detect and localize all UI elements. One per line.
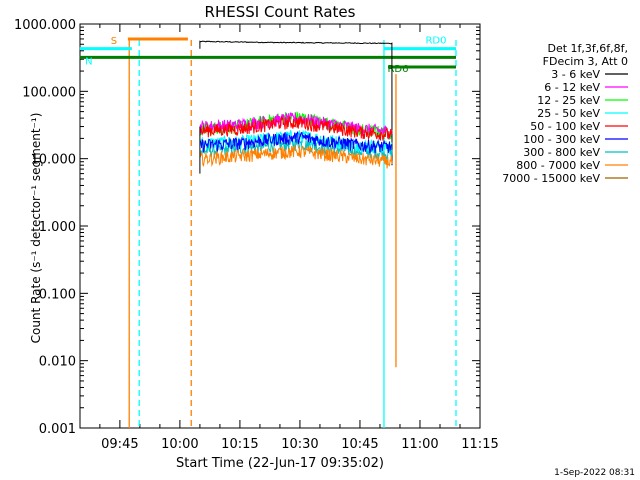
chart-title: RHESSI Count Rates [205,3,356,21]
y-tick-label: 100.000 [22,85,76,100]
legend-header-line-2: FDecim 3, Att 0 [543,55,628,68]
plot-area: 0.001 0.010 0.100 1.000 10.000 100.000 1000.00… [14,18,499,452]
y-tick-label: 0.100 [39,287,76,302]
x-tick-label: 10:00 [161,437,198,452]
x-tick-label: 11:15 [461,437,498,452]
x-tick-label: 09:45 [101,437,138,452]
legend-header-line-1: Det 1f,3f,6f,8f, [547,42,628,55]
series-line-4 [199,115,393,141]
y-tick-label: 0.001 [39,422,76,437]
x-tick-label: 10:30 [281,437,318,452]
legend-label: 6 - 12 keV [544,81,600,94]
flag-label: RD6 [387,64,408,75]
legend-label: 300 - 800 keV [523,146,600,159]
x-tick-label: 10:15 [221,437,258,452]
legend-label: 800 - 7000 keV [516,159,600,172]
legend-label: 100 - 300 keV [523,133,600,146]
flag-label: S [111,36,117,47]
plot-frame [79,23,481,429]
legend-label: 7000 - 15000 keV [502,172,600,185]
flag-label: RD0 [425,36,446,47]
y-axis-label: Count Rate (s⁻¹ detector⁻¹ segment⁻¹) [29,113,43,344]
x-axis-label: Start Time (22-Jun-17 09:35:02) [176,456,384,471]
y-tick-label: 10.000 [31,153,77,168]
series-line-7 [199,145,393,169]
flag-label: N [85,57,92,68]
legend-label: 25 - 50 keV [537,107,600,120]
legend-label: 3 - 6 keV [551,68,600,81]
y-tick-label: 1.000 [39,220,76,235]
y-tick-label: 0.010 [39,355,76,370]
y-tick-label: 1000.000 [14,18,76,33]
series-line-5 [199,131,393,154]
series-line-0 [199,40,393,166]
x-tick-label: 11:00 [401,437,438,452]
legend-label: 50 - 100 keV [530,120,600,133]
x-tick-label: 10:45 [341,437,378,452]
legend-label: 12 - 25 keV [537,94,600,107]
legend-header: Det 1f,3f,6f,8f, FDecim 3, Att 0 [543,42,628,68]
footer-date: 1-Sep-2022 08:31 [554,468,635,478]
